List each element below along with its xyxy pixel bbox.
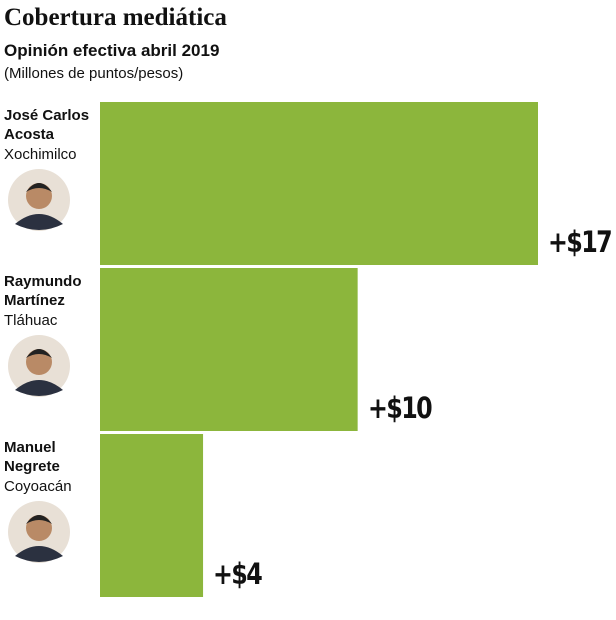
value-label: +$10 xyxy=(367,391,433,425)
avatar-face xyxy=(26,349,52,375)
avatar-face xyxy=(26,183,52,209)
avatar-body xyxy=(15,546,63,562)
avatar-body xyxy=(15,214,63,230)
category-label: Manuel Negrete xyxy=(4,439,60,475)
location-label: Coyoacán xyxy=(4,478,72,495)
bar xyxy=(100,268,358,431)
value-label: +$4 xyxy=(213,557,263,591)
location-label: Tláhuac xyxy=(4,312,58,329)
chart-subtitle: Opinión efectiva abril 2019 xyxy=(4,41,220,60)
value-label: +$17 xyxy=(548,225,613,259)
avatar-hair xyxy=(26,349,52,358)
unit-label: (Millones de puntos/pesos) xyxy=(4,65,184,82)
avatar-body xyxy=(15,380,63,396)
bar xyxy=(100,102,538,265)
avatar-hair xyxy=(26,183,52,192)
location-label: Xochimilco xyxy=(4,146,77,163)
avatar-face xyxy=(26,515,52,541)
category-label: Raymundo Martínez xyxy=(4,273,82,309)
chart-title: Cobertura mediática xyxy=(4,4,227,31)
category-label: José Carlos Acosta xyxy=(4,107,90,143)
bar xyxy=(100,434,204,597)
avatar-hair xyxy=(26,515,52,524)
